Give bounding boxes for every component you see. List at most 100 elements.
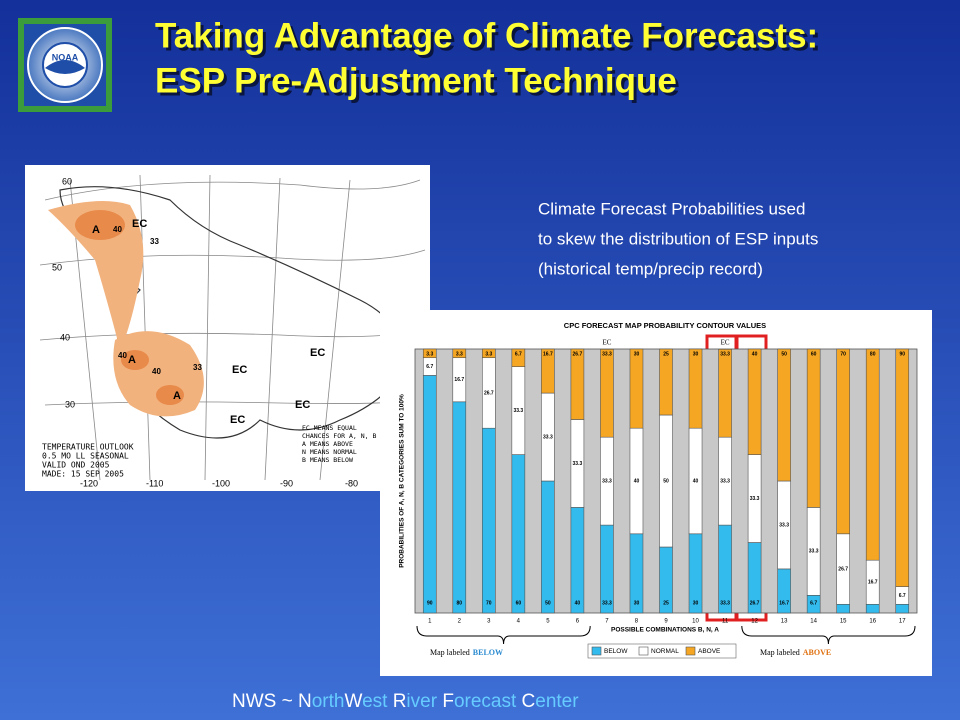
map-lon-label: -100 — [212, 478, 230, 488]
footer-part: orth — [312, 691, 345, 712]
map-lat-label: 40 — [60, 332, 70, 342]
footer-text: NWS ~ NorthWest River Forecast Center — [232, 691, 579, 712]
logo: NOAA — [18, 18, 112, 112]
title-shadow: ESP Pre-Adjustment Technique — [158, 64, 680, 103]
data-label: 30 — [693, 351, 699, 357]
x-tick-label: 7 — [605, 619, 609, 625]
x-tick-label: 15 — [840, 619, 847, 625]
x-tick-label: 5 — [546, 619, 550, 625]
bar-segment — [777, 348, 791, 482]
data-label: 16.7 — [779, 600, 789, 606]
bar-segment — [541, 348, 555, 394]
bracket — [416, 625, 591, 645]
data-label: 6.7 — [426, 364, 433, 370]
footer-part: R — [387, 691, 406, 712]
map-outlook-text: TEMPERATURE OUTLOOK — [42, 443, 134, 452]
data-label: 50 — [545, 600, 551, 606]
map-legend-text: B MEANS BELOW — [302, 456, 353, 464]
x-tick-label: 13 — [781, 619, 788, 625]
data-label: 3.3 — [485, 351, 492, 357]
map-region-label: 40 — [152, 367, 161, 376]
annotation: EC — [602, 339, 611, 347]
bar-segment — [659, 348, 673, 416]
data-label: 16.7 — [868, 580, 878, 586]
footer: NWS ~ NorthWest River Forecast Center — [232, 691, 579, 712]
data-label: 33.3 — [720, 352, 730, 358]
map-lat-label: 30 — [65, 399, 75, 409]
bar-segment — [688, 348, 703, 429]
data-label: 33.3 — [750, 496, 760, 502]
data-label: 40 — [634, 478, 640, 484]
bar-segment — [836, 348, 850, 535]
bar-segment — [511, 454, 526, 614]
data-label: 50 — [781, 351, 787, 357]
map-region-label: 33 — [150, 237, 159, 246]
footer-part: C — [516, 691, 535, 712]
bar-segment — [541, 480, 555, 614]
x-tick-label: 11 — [722, 619, 729, 625]
map-region-label: EC — [295, 399, 310, 411]
data-label: 3.3 — [426, 351, 433, 357]
y-axis-label: PROBABILITIES OF A, N, B CATEGORIES SUM … — [399, 394, 406, 568]
legend-swatch — [685, 646, 696, 656]
bracket-text: Map labeled — [430, 648, 470, 657]
x-tick-label: 14 — [810, 619, 817, 625]
map-region-label: 33 — [193, 363, 202, 372]
data-label: 26.7 — [484, 390, 494, 396]
footer-part: N — [298, 691, 312, 712]
data-label: 33.3 — [809, 549, 819, 555]
map-outlook-text: VALID OND 2005 — [42, 461, 110, 470]
data-label: 40 — [693, 478, 699, 484]
bar-segment — [422, 348, 437, 359]
data-label: 16.7 — [454, 377, 464, 383]
bar-segment — [806, 348, 821, 508]
footer-part: orecast — [454, 691, 517, 712]
bar-segment — [422, 375, 437, 614]
bracket-text: Map labeled — [760, 648, 800, 657]
data-label: 26.7 — [573, 351, 583, 357]
data-label: 33.3 — [543, 434, 553, 440]
bar-segment — [482, 427, 496, 614]
map-outlook-text: MADE: 15 SEP 2005 — [42, 470, 124, 479]
map-region-label: 40 — [113, 225, 122, 234]
bracket-label: Map labeled BELOW — [430, 648, 503, 657]
map-lat-label: 60 — [62, 176, 72, 186]
bar-segment — [452, 401, 467, 614]
description-line: to skew the distribution of ESP inputs — [538, 229, 818, 248]
map-region-label: A — [128, 354, 136, 366]
data-label: 33.3 — [720, 600, 730, 606]
x-axis-label: POSSIBLE COMBINATIONS B, N, A — [611, 627, 719, 634]
x-tick-label: 2 — [458, 619, 462, 625]
x-tick-label: 1 — [428, 619, 432, 625]
map-region-label: EC — [310, 347, 325, 359]
bracket-label: Map labeled ABOVE — [760, 648, 831, 657]
bar-segment — [570, 348, 585, 420]
data-label: 26.7 — [838, 566, 848, 572]
footer-part: enter — [535, 691, 579, 712]
bar-segment — [895, 348, 910, 587]
map-lat-label: 50 — [52, 262, 62, 272]
data-label: 30 — [634, 351, 640, 357]
map-region-label: A — [92, 224, 100, 236]
x-tick-label: 9 — [664, 619, 668, 625]
map-region-label: A — [173, 390, 181, 402]
description-line: (historical temp/precip record) — [538, 259, 763, 278]
legend-label: BELOW — [604, 648, 628, 655]
x-tick-label: 12 — [751, 619, 758, 625]
legend-swatch — [591, 646, 602, 656]
bracket-emphasis: BELOW — [473, 648, 503, 657]
map-lon-label: -110 — [146, 478, 163, 488]
x-tick-label: 6 — [576, 619, 580, 625]
x-tick-label: 3 — [487, 619, 491, 625]
data-label: 33.3 — [602, 352, 612, 358]
map-region-label: EC — [132, 218, 147, 230]
logo-text: NOAA — [52, 52, 79, 62]
map-legend-text: CHANCES FOR A, N, B — [302, 432, 376, 440]
data-label: 40 — [752, 351, 758, 357]
bracket — [741, 625, 916, 645]
x-tick-label: 17 — [899, 619, 906, 625]
footer-part: est — [362, 691, 388, 712]
title: Taking Advantage of Climate Forecasts: E… — [155, 16, 821, 103]
